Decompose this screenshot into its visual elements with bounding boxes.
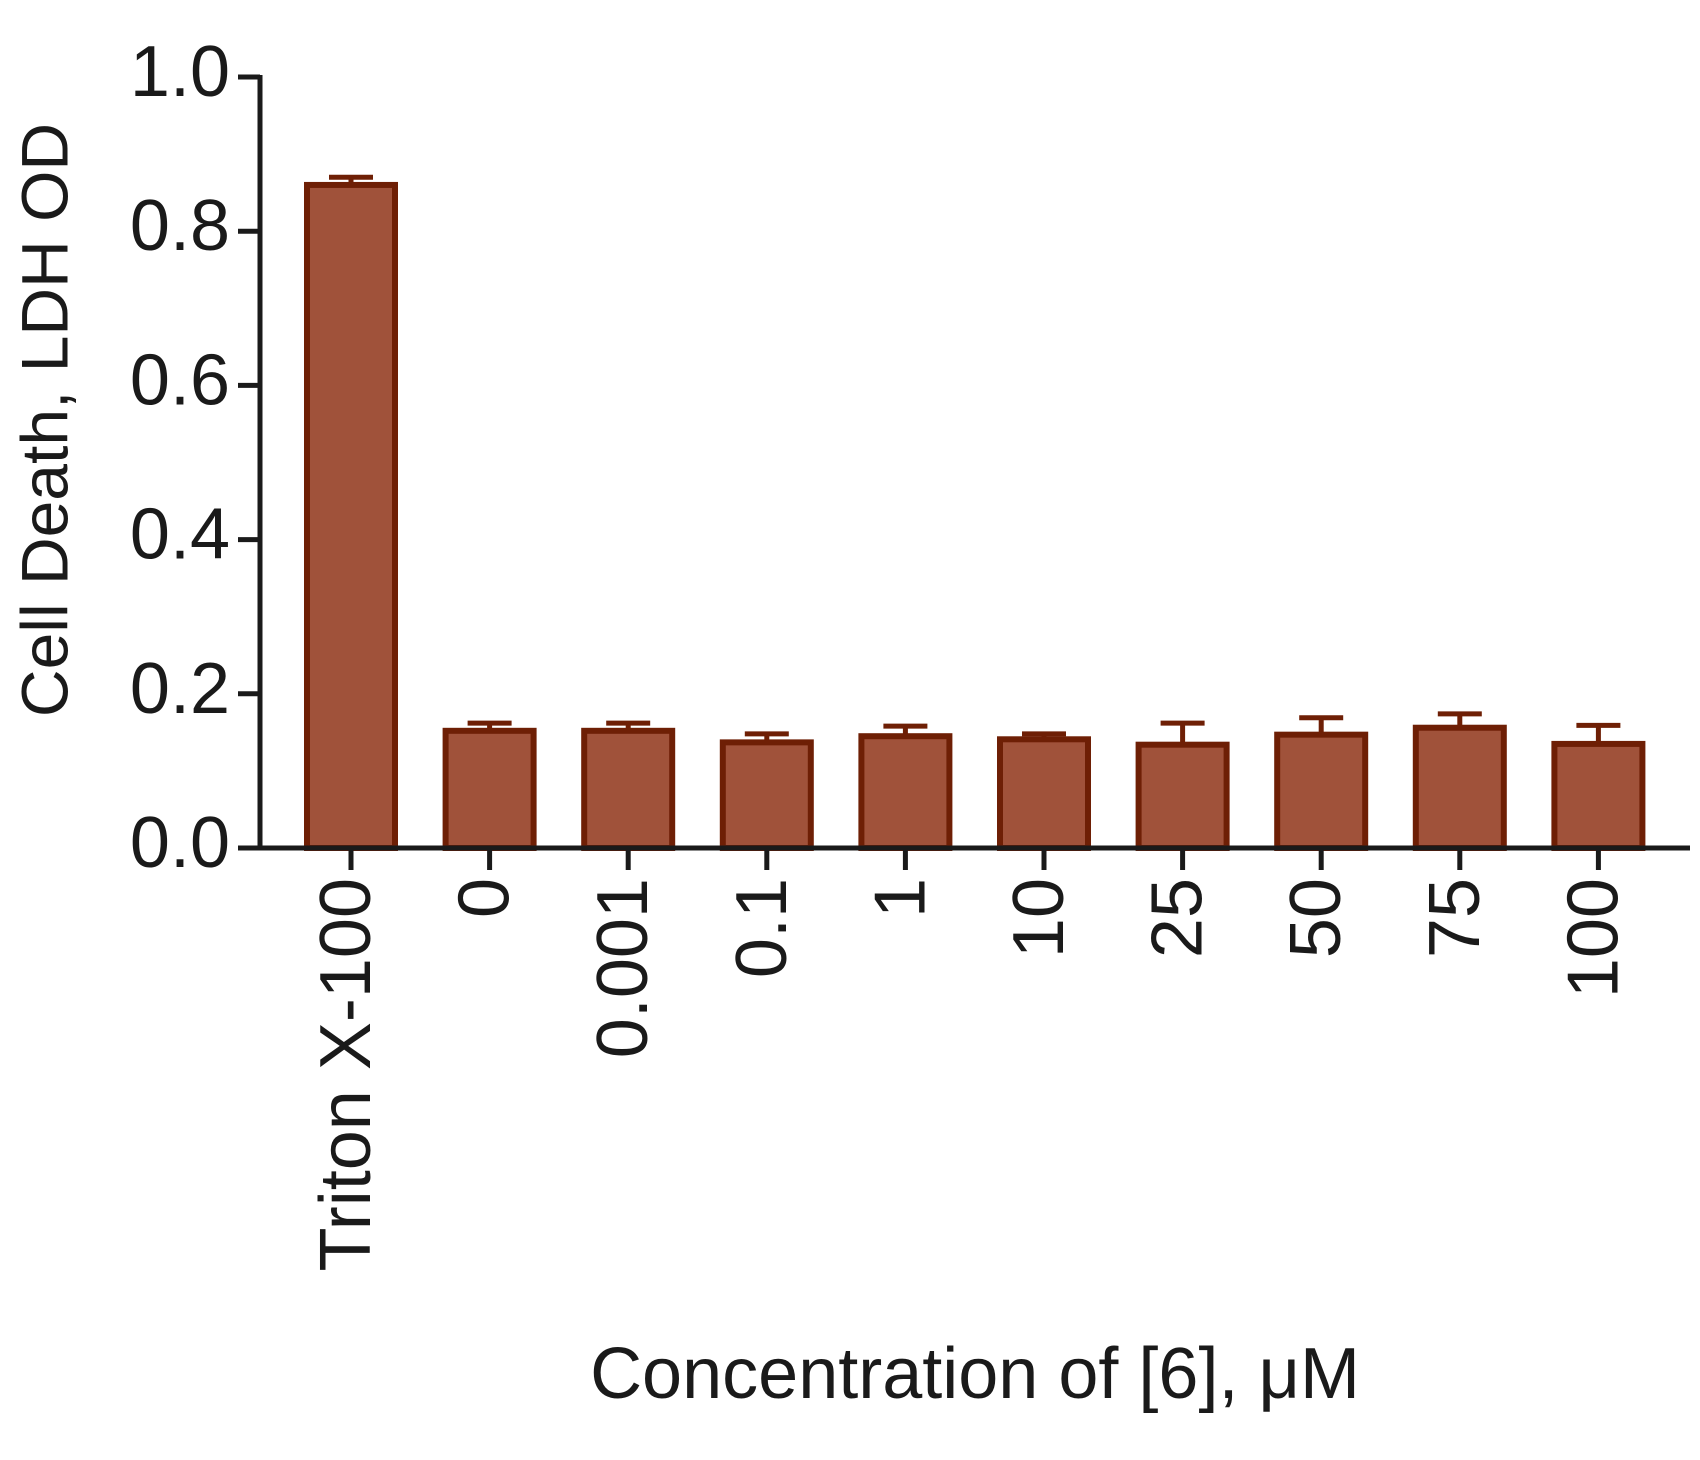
y-tick-label: 0.4 <box>130 495 230 575</box>
x-tick-label: 75 <box>1415 878 1495 958</box>
x-axis-label: Concentration of [6], μM <box>590 1334 1360 1414</box>
x-tick-label: 1 <box>860 878 940 918</box>
x-tick-label: 100 <box>1553 878 1633 998</box>
x-tick-label: 50 <box>1276 878 1356 958</box>
bar <box>719 739 814 851</box>
y-tick-label: 0.8 <box>130 186 230 266</box>
bar <box>442 727 537 851</box>
bar <box>1274 731 1369 852</box>
y-tick-label: 0.0 <box>130 803 230 883</box>
x-tick-label: 0.001 <box>583 878 663 1058</box>
bar <box>997 736 1091 851</box>
bar <box>304 181 398 851</box>
y-axis-label: Cell Death, LDH OD <box>7 123 81 717</box>
x-tick-label: 0 <box>445 878 525 918</box>
bar <box>1551 740 1646 851</box>
y-tick-label: 1.0 <box>130 32 230 112</box>
x-tick-label: Triton X-100 <box>306 878 386 1272</box>
bar <box>1412 724 1507 851</box>
x-tick-label: 0.1 <box>722 878 802 978</box>
x-tick-label: 25 <box>1138 878 1218 958</box>
y-tick-label: 0.6 <box>130 340 230 420</box>
y-tick-label: 0.2 <box>130 649 230 729</box>
bar <box>581 727 676 851</box>
bar <box>1135 741 1230 851</box>
bar <box>858 733 953 852</box>
x-tick-label: 10 <box>999 878 1079 958</box>
